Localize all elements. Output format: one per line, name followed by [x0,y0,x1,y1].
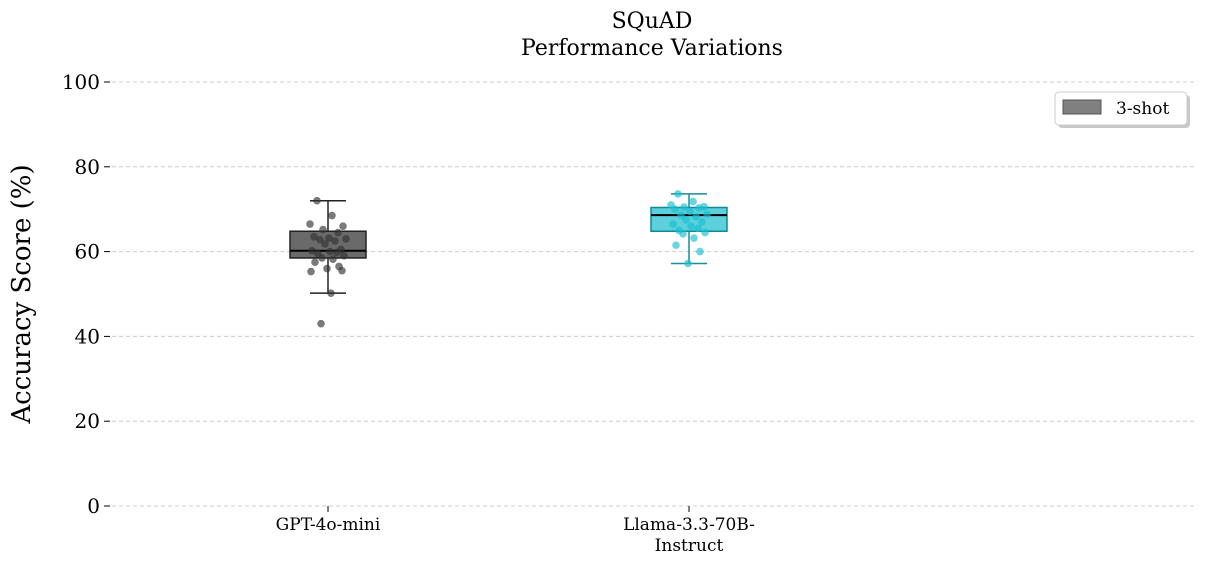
data-point-llama-3-3-70b-instruct-5 [695,204,703,212]
box-plots [289,193,728,294]
data-point-gpt-4o-mini-20 [311,258,319,267]
data-point-llama-3-3-70b-instruct-18 [679,229,687,238]
data-point-gpt-4o-mini-14 [326,247,334,256]
data-point-gpt-4o-mini-4 [319,225,327,234]
data-point-gpt-4o-mini-11 [321,240,329,248]
legend-label-3-shot: 3-shot [1116,99,1169,119]
y-tick-label-20: 20 [75,409,100,433]
legend: 3-shot [1054,91,1190,128]
data-point-llama-3-3-70b-instruct-21 [696,247,704,256]
data-point-llama-3-3-70b-instruct-1 [689,197,697,206]
x-tick-label-1-line-0: Llama-3.3-70B- [623,515,755,535]
legend-swatch-3-shot [1062,99,1102,115]
data-point-llama-3-3-70b-instruct-15 [694,224,702,233]
data-point-llama-3-3-70b-instruct-17 [701,228,709,237]
data-point-gpt-4o-mini-8 [342,235,350,243]
data-point-gpt-4o-mini-24 [307,267,315,276]
data-point-llama-3-3-70b-instruct-14 [687,222,695,230]
data-point-gpt-4o-mini-23 [338,266,346,275]
data-point-gpt-4o-mini-1 [328,211,336,220]
data-point-gpt-4o-mini-2 [306,220,314,228]
data-point-llama-3-3-70b-instruct-0 [674,190,682,198]
y-axis-ticks: 0 20 40 60 80 100 [62,70,110,518]
data-point-gpt-4o-mini-6 [310,232,318,241]
data-point-llama-3-3-70b-instruct-20 [672,241,680,250]
data-point-llama-3-3-70b-instruct-10 [692,213,700,221]
x-axis-tick-labels: GPT-4o-mini Llama-3.3-70B-Instruct [276,506,755,556]
y-tick-label-40: 40 [75,324,100,348]
y-tick-label-80: 80 [75,155,100,179]
data-point-llama-3-3-70b-instruct-12 [698,218,706,226]
x-tick-label-0-line-0: GPT-4o-mini [276,515,381,535]
data-point-llama-3-3-70b-instruct-13 [669,220,677,228]
data-point-llama-3-3-70b-instruct-11 [682,216,690,224]
jitter-points [306,190,711,328]
data-point-gpt-4o-mini-10 [331,237,339,245]
y-tick-label-100: 100 [62,70,100,94]
y-tick-label-0: 0 [87,494,100,518]
data-point-llama-3-3-70b-instruct-8 [703,210,711,219]
data-point-llama-3-3-70b-instruct-9 [677,211,685,219]
data-point-gpt-4o-mini-26 [317,319,325,328]
y-gridlines [112,81,1196,507]
data-point-gpt-4o-mini-17 [340,252,348,260]
data-point-gpt-4o-mini-15 [333,248,341,257]
y-axis-label: Accuracy Score (%) [7,164,37,424]
data-point-llama-3-3-70b-instruct-22 [684,259,692,268]
data-point-gpt-4o-mini-9 [316,235,324,244]
y-tick-label-60: 60 [75,240,100,264]
data-point-gpt-4o-mini-13 [308,246,316,255]
data-point-gpt-4o-mini-22 [323,264,331,273]
data-point-llama-3-3-70b-instruct-6 [671,205,679,213]
data-point-gpt-4o-mini-3 [339,222,347,230]
data-point-gpt-4o-mini-18 [318,254,326,262]
data-point-llama-3-3-70b-instruct-4 [680,203,688,211]
data-point-gpt-4o-mini-7 [325,234,333,242]
x-tick-label-1-line-1: Instruct [655,536,724,556]
data-point-gpt-4o-mini-19 [329,255,337,264]
data-point-gpt-4o-mini-25 [327,289,335,297]
data-point-gpt-4o-mini-0 [313,196,321,205]
data-point-gpt-4o-mini-5 [334,228,342,237]
data-point-llama-3-3-70b-instruct-7 [686,207,694,216]
chart-title: SQuAD [612,9,693,34]
chart-subtitle: Performance Variations [521,36,783,61]
data-point-llama-3-3-70b-instruct-19 [690,234,698,242]
